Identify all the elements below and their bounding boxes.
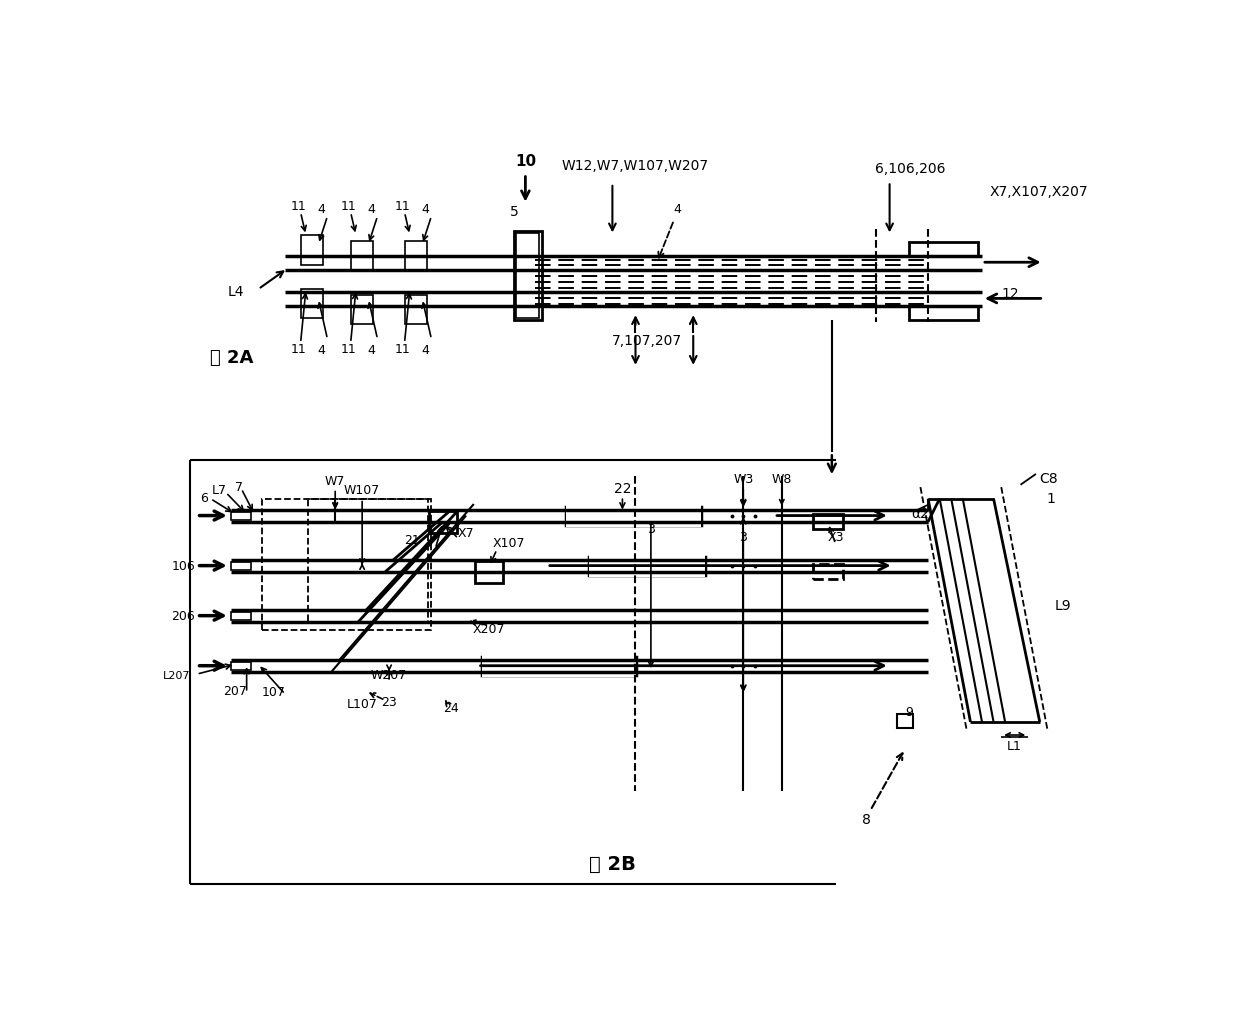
Text: L7: L7 xyxy=(212,484,227,497)
Text: 11: 11 xyxy=(290,199,306,212)
Text: 4: 4 xyxy=(422,345,429,357)
Bar xyxy=(812,514,843,530)
Text: 4: 4 xyxy=(367,202,376,215)
Bar xyxy=(351,294,373,324)
Bar xyxy=(262,498,432,630)
Text: W107: W107 xyxy=(343,484,381,497)
Text: 9: 9 xyxy=(905,706,913,719)
Bar xyxy=(589,557,704,575)
Text: 5: 5 xyxy=(510,205,518,219)
Bar xyxy=(301,289,322,318)
Bar xyxy=(309,498,428,622)
Bar xyxy=(231,562,250,570)
Bar xyxy=(898,714,913,728)
Text: 22: 22 xyxy=(614,482,631,496)
Bar xyxy=(812,564,843,579)
Bar xyxy=(231,662,250,670)
Bar xyxy=(481,655,635,677)
Bar xyxy=(516,233,539,317)
Bar xyxy=(231,612,250,621)
Text: 8: 8 xyxy=(862,814,870,827)
Text: X7: X7 xyxy=(458,527,475,540)
Text: C8: C8 xyxy=(1040,472,1059,486)
Bar xyxy=(589,555,704,577)
Text: X207: X207 xyxy=(472,623,506,636)
Text: W8: W8 xyxy=(771,473,792,486)
Text: 图 2A: 图 2A xyxy=(211,350,254,367)
Text: 23: 23 xyxy=(381,697,397,709)
Text: 11: 11 xyxy=(290,343,306,356)
Text: 4: 4 xyxy=(317,202,325,215)
Bar xyxy=(909,306,978,319)
Text: L107: L107 xyxy=(347,699,378,712)
Bar xyxy=(475,561,503,582)
Text: 4: 4 xyxy=(317,345,325,357)
Text: 3: 3 xyxy=(739,531,748,544)
Text: 11: 11 xyxy=(394,343,410,356)
Text: 106: 106 xyxy=(171,560,195,573)
Text: 21: 21 xyxy=(404,535,420,548)
Text: L4: L4 xyxy=(228,285,244,299)
Bar xyxy=(567,508,701,525)
Text: 1: 1 xyxy=(1047,491,1055,506)
Text: 7,107,207: 7,107,207 xyxy=(613,334,682,348)
Text: 7: 7 xyxy=(234,480,243,493)
Text: W3: W3 xyxy=(733,473,754,486)
Text: W207: W207 xyxy=(371,669,407,682)
Bar xyxy=(351,241,373,270)
Text: X107: X107 xyxy=(492,537,525,550)
Bar xyxy=(405,241,427,270)
Text: 4: 4 xyxy=(367,345,376,357)
Text: W12,W7,W107,W207: W12,W7,W107,W207 xyxy=(562,159,709,173)
Text: 206: 206 xyxy=(171,610,195,623)
Text: 11: 11 xyxy=(341,343,356,356)
Text: X7,X107,X207: X7,X107,X207 xyxy=(990,185,1089,199)
Text: 11: 11 xyxy=(394,199,410,212)
Text: L1: L1 xyxy=(1007,740,1022,753)
Text: α2: α2 xyxy=(911,508,929,521)
Text: 图 2B: 图 2B xyxy=(589,855,636,874)
Bar xyxy=(405,294,427,324)
Text: L207: L207 xyxy=(162,670,191,680)
Text: 4: 4 xyxy=(673,203,681,216)
Text: 107: 107 xyxy=(262,686,285,700)
Text: X3: X3 xyxy=(827,531,844,544)
Bar xyxy=(567,504,701,527)
Text: W7: W7 xyxy=(325,475,346,488)
Text: 6: 6 xyxy=(201,492,208,506)
Bar xyxy=(231,512,250,521)
Text: 12: 12 xyxy=(1001,287,1019,301)
Bar xyxy=(909,243,978,256)
Text: 207: 207 xyxy=(223,684,247,698)
Text: L9: L9 xyxy=(1054,600,1071,614)
Bar xyxy=(481,657,635,675)
Bar xyxy=(301,236,322,265)
Text: 3: 3 xyxy=(647,523,655,536)
Bar xyxy=(513,231,542,319)
Text: 10: 10 xyxy=(515,154,536,169)
Text: 11: 11 xyxy=(341,199,356,212)
Text: 4: 4 xyxy=(422,202,429,215)
Bar xyxy=(429,511,456,533)
Text: 24: 24 xyxy=(443,702,459,715)
Text: 6,106,206: 6,106,206 xyxy=(875,162,946,176)
